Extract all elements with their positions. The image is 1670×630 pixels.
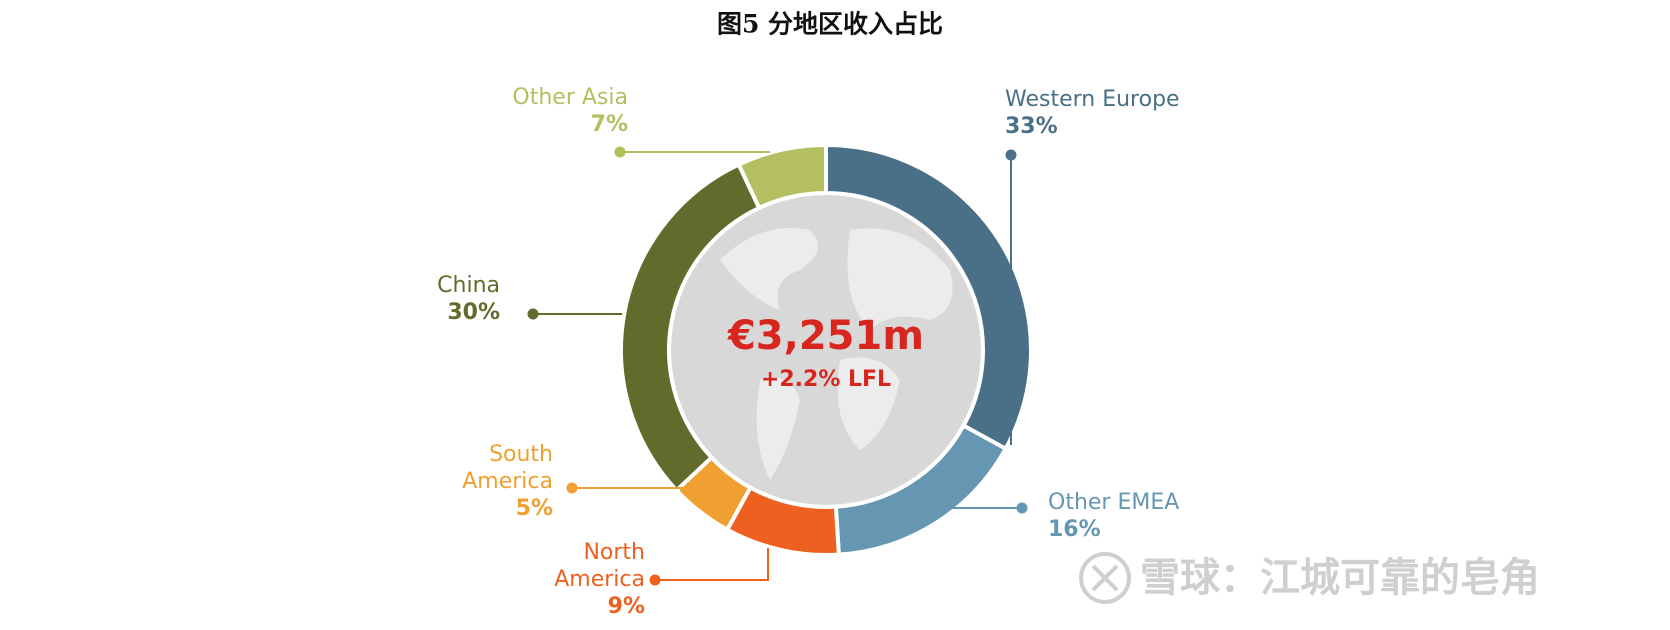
category-label: China bbox=[437, 273, 500, 298]
globe-map bbox=[720, 228, 953, 480]
center-subtitle: +2.2% LFL bbox=[761, 367, 891, 392]
leader-dot bbox=[1005, 149, 1017, 161]
value-label: 7% bbox=[591, 112, 628, 137]
leader-line bbox=[655, 548, 769, 581]
watermark-icon bbox=[1079, 552, 1131, 604]
category-label: South America bbox=[462, 442, 553, 494]
donut-slice bbox=[736, 142, 828, 211]
leader-dot bbox=[614, 146, 626, 158]
value-label: 9% bbox=[608, 594, 645, 619]
value-label: 33% bbox=[1005, 114, 1058, 139]
value-label: 5% bbox=[516, 496, 553, 521]
leader-dot bbox=[566, 482, 578, 494]
leader-dot bbox=[1016, 502, 1028, 514]
watermark: 雪球：江城可靠的皂角 bbox=[1140, 555, 1540, 601]
chart-title: 图5 分地区收入占比 bbox=[717, 10, 943, 39]
category-label: North America bbox=[554, 540, 645, 592]
leader-dot bbox=[649, 574, 661, 586]
category-label: Other EMEA bbox=[1048, 490, 1179, 515]
category-label: Other Asia bbox=[512, 85, 628, 110]
value-label: 16% bbox=[1048, 517, 1101, 542]
leader-dot bbox=[527, 308, 539, 320]
category-label: Western Europe bbox=[1005, 87, 1180, 112]
center-title: €3,251m bbox=[727, 313, 924, 359]
value-label: 30% bbox=[447, 300, 500, 325]
